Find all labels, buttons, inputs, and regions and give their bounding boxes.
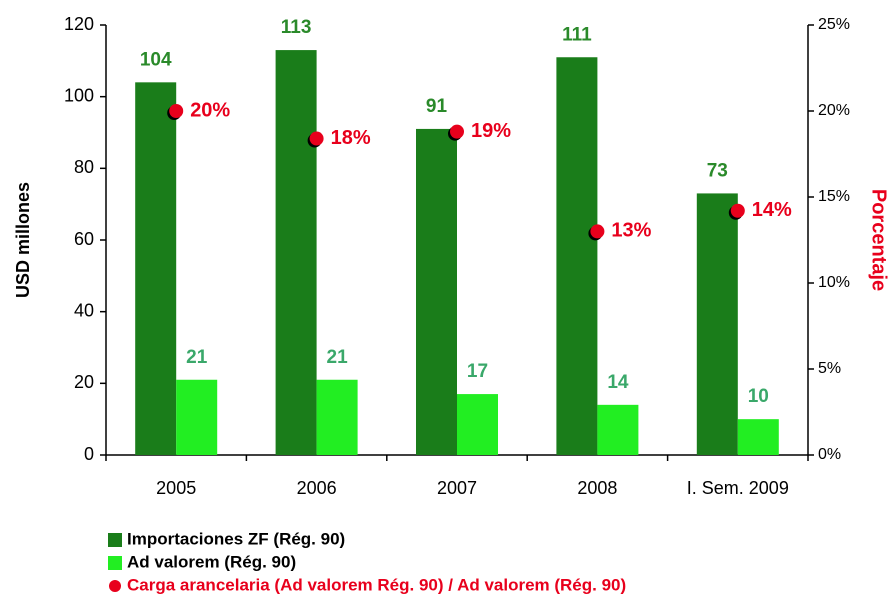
y-tick-label: 60 <box>74 229 94 249</box>
legend-marker <box>108 556 122 570</box>
legend-label: Ad valorem (Rég. 90) <box>127 552 296 571</box>
y-tick-label: 120 <box>64 14 94 34</box>
dot-value-label: 13% <box>611 220 651 242</box>
bar <box>135 82 177 455</box>
bar <box>176 379 218 455</box>
bar-value-label: 17 <box>467 361 488 382</box>
bar-value-label: 111 <box>562 24 592 45</box>
legend-label: Carga arancelaria (Ad valorem Rég. 90) /… <box>127 575 626 594</box>
dot <box>309 131 324 146</box>
dot-value-label: 20% <box>190 99 230 121</box>
dot-value-label: 14% <box>752 199 792 221</box>
bar-value-label: 113 <box>281 17 312 38</box>
bar-value-label: 73 <box>707 160 728 181</box>
x-tick-label: 2008 <box>577 478 617 498</box>
bar <box>316 379 358 455</box>
x-tick-label: 2006 <box>297 478 337 498</box>
bar-value-label: 104 <box>140 49 172 70</box>
bar <box>275 50 317 455</box>
dot-value-label: 19% <box>471 120 511 142</box>
x-tick-label: 2007 <box>437 478 477 498</box>
y2-tick-label: 20% <box>818 102 850 119</box>
y-tick-label: 100 <box>64 85 94 105</box>
bar <box>556 57 598 455</box>
dot <box>169 104 184 118</box>
y2-tick-label: 15% <box>818 188 850 205</box>
y-tick-label: 80 <box>74 157 94 177</box>
bar <box>737 419 779 455</box>
legend-marker <box>109 580 121 592</box>
y2-tick-label: 5% <box>818 360 841 377</box>
legend-marker <box>108 533 122 547</box>
bar-value-label: 14 <box>607 372 629 393</box>
bar <box>696 193 738 455</box>
x-tick-label: I. Sem. 2009 <box>687 478 789 498</box>
bar-value-label: 91 <box>426 96 448 117</box>
dot-value-label: 18% <box>331 127 371 149</box>
bar <box>416 128 457 455</box>
y-axis-label: USD millones <box>13 182 33 298</box>
y2-tick-label: 10% <box>818 274 850 291</box>
x-tick-label: 2005 <box>156 478 196 498</box>
y-tick-label: 0 <box>84 444 94 464</box>
y-tick-label: 40 <box>74 300 94 320</box>
dot <box>590 224 605 239</box>
bar <box>457 394 498 455</box>
bar <box>597 404 639 455</box>
bar-value-label: 10 <box>748 386 769 407</box>
bar-value-label: 21 <box>186 347 208 368</box>
y2-tick-label: 25% <box>818 16 850 33</box>
dot <box>450 124 464 139</box>
dot <box>730 203 745 218</box>
legend-label: Importaciones ZF (Rég. 90) <box>127 529 345 548</box>
bar-value-label: 21 <box>327 347 349 368</box>
y2-axis-label: Porcentaje <box>868 189 890 291</box>
y2-tick-label: 0% <box>818 446 841 463</box>
y-tick-label: 20 <box>74 372 94 392</box>
